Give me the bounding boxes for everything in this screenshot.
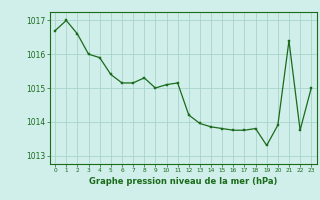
X-axis label: Graphe pression niveau de la mer (hPa): Graphe pression niveau de la mer (hPa)	[89, 177, 277, 186]
